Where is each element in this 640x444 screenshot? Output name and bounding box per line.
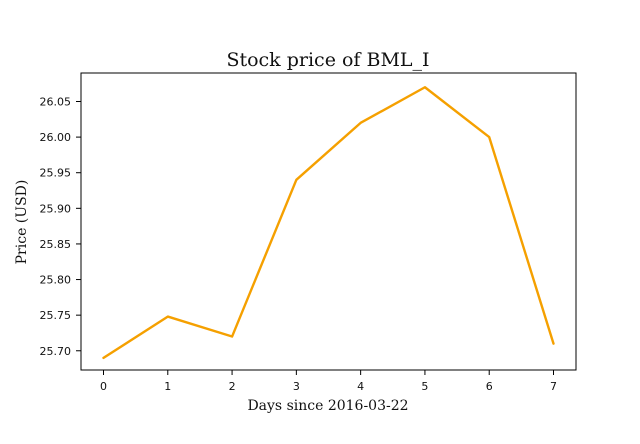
y-tick-label: 25.90 xyxy=(40,202,72,215)
y-axis-label: Price (USD) xyxy=(14,180,30,265)
x-tick-label: 1 xyxy=(164,380,171,393)
x-tick-label: 0 xyxy=(100,380,107,393)
series-line-0 xyxy=(104,87,554,358)
series-group xyxy=(103,87,553,358)
y-tick-label: 25.70 xyxy=(40,345,72,358)
x-axis-label: Days since 2016-03-22 xyxy=(247,398,408,414)
x-tick-label: 2 xyxy=(229,380,236,393)
y-tick-label: 25.80 xyxy=(40,274,72,287)
y-tick-label: 26.00 xyxy=(40,131,72,144)
chart-title: Stock price of BML_I xyxy=(226,49,429,71)
y-tick-label: 25.95 xyxy=(40,167,72,180)
x-tick-label: 5 xyxy=(421,380,428,393)
x-tick-label: 7 xyxy=(550,380,557,393)
y-tick-label: 26.05 xyxy=(40,95,72,108)
y-tick-label: 25.85 xyxy=(40,238,72,251)
x-tick-label: 6 xyxy=(486,380,493,393)
y-axis-ticks: 25.70 25.75 25.80 25.85 25.90 25.95 26.00 26.05 xyxy=(40,95,82,357)
x-axis-ticks: 0 1 2 3 4 5 6 7 xyxy=(100,370,557,393)
x-tick-label: 3 xyxy=(293,380,300,393)
x-tick-label: 4 xyxy=(357,380,364,393)
y-tick-label: 25.75 xyxy=(40,309,72,322)
